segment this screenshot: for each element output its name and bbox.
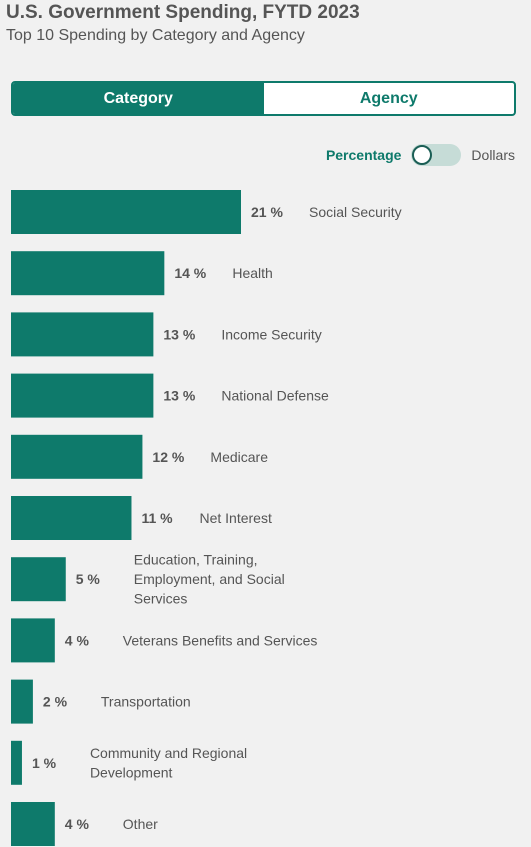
bar-value-label: 5 % bbox=[76, 571, 101, 587]
page-title: U.S. Government Spending, FYTD 2023 bbox=[6, 2, 360, 23]
bar-value-label: 1 % bbox=[32, 755, 57, 771]
percentage-label: Percentage bbox=[325, 147, 402, 163]
category-label: Health bbox=[232, 265, 272, 281]
bar-value-label: 12 % bbox=[152, 449, 184, 465]
bar[interactable] bbox=[11, 496, 132, 540]
units-switch[interactable] bbox=[411, 144, 462, 166]
bar[interactable] bbox=[11, 802, 55, 846]
page-subtitle: Top 10 Spending by Category and Agency bbox=[6, 27, 305, 44]
category-label: Social Security bbox=[309, 204, 402, 220]
category-label-line: Health bbox=[232, 265, 272, 281]
bar-value-label: 14 % bbox=[174, 265, 206, 281]
category-label: Other bbox=[123, 816, 158, 832]
category-label-line: Transportation bbox=[101, 694, 191, 710]
category-label-line: Other bbox=[123, 816, 158, 832]
category-label-line: Development bbox=[90, 765, 173, 781]
category-label: Community and Regional Development bbox=[90, 745, 247, 781]
view-tabs: Category Agency bbox=[11, 81, 516, 116]
category-label: Income Security bbox=[221, 326, 321, 342]
category-label-line: Community and Regional bbox=[90, 745, 247, 761]
bar[interactable] bbox=[11, 557, 66, 602]
category-label-line: Social Security bbox=[309, 204, 402, 220]
category-label-line: Net Interest bbox=[199, 510, 271, 526]
bar[interactable] bbox=[11, 740, 22, 785]
category-label: Medicare bbox=[210, 449, 268, 465]
bar[interactable] bbox=[11, 618, 55, 663]
bar[interactable] bbox=[11, 434, 143, 479]
bar[interactable] bbox=[11, 373, 154, 418]
switch-knob bbox=[412, 145, 433, 165]
tab-category[interactable]: Category bbox=[13, 83, 264, 114]
bar-value-label: 13 % bbox=[163, 388, 195, 404]
dollars-label: Dollars bbox=[471, 147, 515, 163]
category-label-line: Education, Training, bbox=[134, 552, 258, 568]
category-label-line: Veterans Benefits and Services bbox=[123, 632, 318, 648]
bar-value-label: 21 % bbox=[251, 204, 283, 220]
bar-value-label: 4 % bbox=[65, 632, 90, 648]
category-label: Net Interest bbox=[199, 510, 271, 526]
bar-value-label: 4 % bbox=[65, 816, 90, 832]
bar-value-label: 13 % bbox=[163, 326, 195, 342]
units-toggle: Percentage Dollars bbox=[326, 144, 515, 166]
category-label-line: National Defense bbox=[221, 388, 329, 404]
bar-value-label: 2 % bbox=[43, 694, 68, 710]
bar-value-label: 11 % bbox=[141, 510, 173, 526]
category-label-line: Income Security bbox=[221, 326, 321, 342]
bar[interactable] bbox=[11, 679, 33, 724]
bar[interactable] bbox=[11, 251, 165, 296]
category-label-line: Medicare bbox=[210, 449, 268, 465]
category-label: Transportation bbox=[101, 694, 191, 710]
tab-agency[interactable]: Agency bbox=[359, 89, 418, 107]
category-label: National Defense bbox=[221, 388, 329, 404]
category-label-line: Employment, and Social bbox=[134, 571, 285, 587]
category-label: Education, Training, Employment, and Soci… bbox=[134, 552, 285, 607]
bar[interactable] bbox=[11, 312, 154, 357]
category-label: Veterans Benefits and Services bbox=[123, 632, 318, 648]
category-label-line: Services bbox=[134, 591, 188, 607]
bar[interactable] bbox=[11, 190, 241, 234]
